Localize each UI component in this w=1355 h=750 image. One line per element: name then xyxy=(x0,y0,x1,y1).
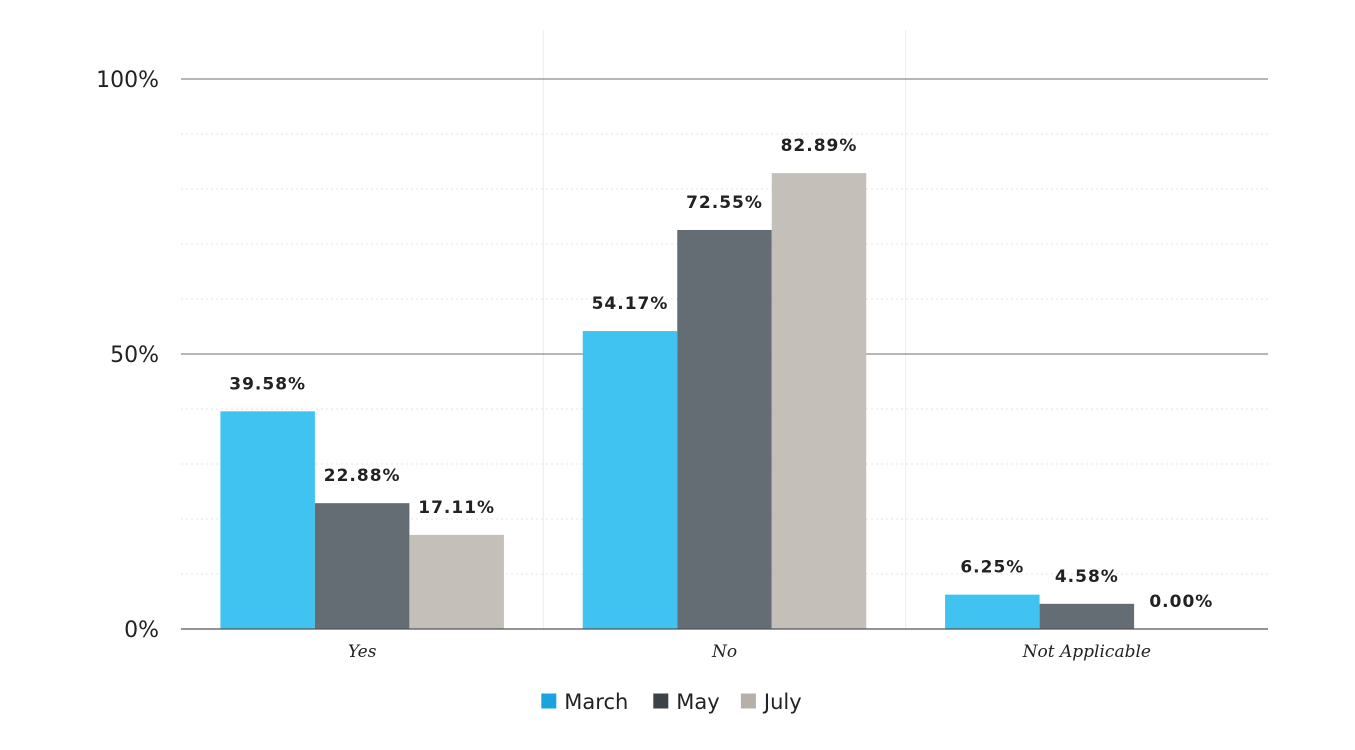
legend-swatch xyxy=(740,693,756,709)
legend-swatch xyxy=(541,693,557,709)
data-label: 22.88% xyxy=(324,466,401,486)
data-labels-layer: 39.58% 22.88% 17.11% 54.17% 72.55% 82.89% 6.25… xyxy=(229,136,1213,612)
bar xyxy=(1039,603,1135,629)
bars-layer xyxy=(220,173,1135,630)
legend-swatch xyxy=(653,693,669,709)
y-tick-label: 50% xyxy=(110,343,159,368)
data-label: 0.00% xyxy=(1149,592,1213,612)
legend-label: March xyxy=(564,690,628,714)
bar xyxy=(677,229,772,629)
data-label: 82.89% xyxy=(781,136,858,156)
data-label: 39.58% xyxy=(229,374,306,394)
legend-label: May xyxy=(676,690,719,714)
bar xyxy=(314,503,410,629)
bar xyxy=(582,331,678,629)
x-category-label: Yes xyxy=(348,642,377,662)
data-label: 54.17% xyxy=(592,294,669,314)
y-tick-label: 100% xyxy=(96,68,159,93)
legend: March May July xyxy=(541,690,802,714)
bar xyxy=(771,173,867,630)
data-label: 6.25% xyxy=(960,558,1024,578)
data-label: 4.58% xyxy=(1055,567,1119,587)
x-category-label: No xyxy=(711,642,737,662)
legend-label: July xyxy=(762,690,802,714)
axis-layer: 100% 50% 0% Yes No Not Applicable xyxy=(96,68,1268,662)
bar xyxy=(945,594,1040,629)
data-label: 17.11% xyxy=(418,498,495,518)
bar xyxy=(409,534,504,629)
data-label: 72.55% xyxy=(686,193,763,213)
y-tick-label: 0% xyxy=(124,618,159,643)
x-category-label: Not Applicable xyxy=(1022,642,1151,662)
bar xyxy=(220,411,315,629)
